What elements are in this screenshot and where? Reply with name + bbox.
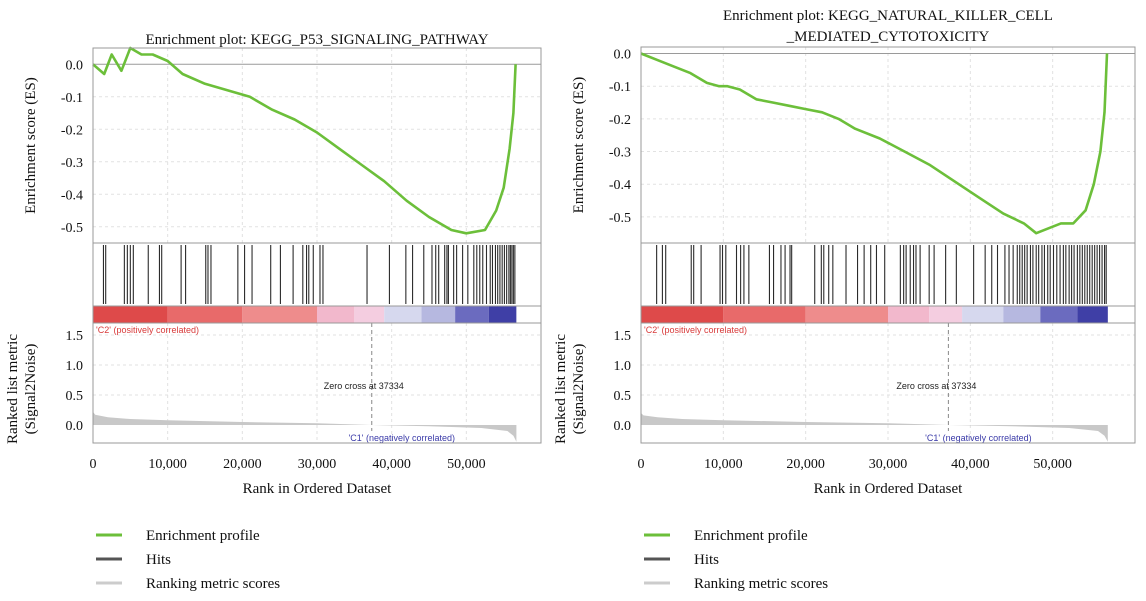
- metric-tick-label: 0.0: [614, 419, 632, 434]
- es-tick-label: -0.5: [61, 221, 83, 236]
- gradient-segment: [1040, 306, 1078, 323]
- gradient-segment: [421, 306, 456, 323]
- metric-tick-label: 1.0: [614, 359, 632, 374]
- es-tick-label: -0.4: [61, 188, 83, 203]
- chart-title-line2: _MEDIATED_CYTOTOXICITY: [786, 29, 990, 45]
- gradient-segment: [455, 306, 489, 323]
- es-tick-label: -0.2: [61, 123, 83, 138]
- gradient-segment: [317, 306, 355, 323]
- es-axis-label: Enrichment score (ES): [571, 77, 587, 214]
- x-axis-label: Rank in Ordered Dataset: [814, 481, 964, 497]
- metric-tick-label: 0.0: [66, 419, 84, 434]
- panel-frame: [92, 322, 542, 444]
- gradient-segment: [93, 306, 168, 323]
- chart-title: Enrichment plot: KEGG_NATURAL_KILLER_CEL…: [723, 8, 1053, 24]
- metric-axis-label-2: (Signal2Noise): [571, 344, 587, 435]
- ranking-metric-area: [641, 413, 1108, 442]
- es-tick-label: -0.2: [609, 113, 631, 128]
- es-tick-label: 0.0: [614, 48, 632, 63]
- gradient-segment: [723, 306, 806, 323]
- gradient-segment: [1003, 306, 1041, 323]
- x-tick-label: 40,000: [372, 457, 411, 472]
- enrichment-profile-line: [640, 52, 1109, 235]
- gradient-segment: [929, 306, 963, 323]
- metric-tick-label: 1.0: [66, 359, 84, 374]
- gradient-segment: [888, 306, 930, 323]
- es-tick-label: -0.1: [61, 91, 83, 106]
- gradient-segment: [167, 306, 243, 323]
- x-tick-label: 20,000: [786, 457, 825, 472]
- chart-panel-2: Enrichment plot: KEGG_NATURAL_KILLER_CEL…: [553, 8, 1136, 592]
- zero-cross-label: Zero cross at 37334: [896, 381, 976, 391]
- negative-correlation-label: 'C1' (negatively correlated): [349, 433, 455, 443]
- legend: Enrichment profile Hits Ranking metric sco…: [644, 528, 828, 592]
- gradient-segment: [384, 306, 422, 323]
- enrichment-profile-line: [92, 46, 517, 235]
- legend-label: Ranking metric scores: [694, 576, 828, 592]
- metric-tick-label: 0.5: [614, 389, 632, 404]
- legend: Enrichment profile Hits Ranking metric sco…: [96, 528, 280, 592]
- gradient-segment: [641, 306, 724, 323]
- chart-title: Enrichment plot: KEGG_P53_SIGNALING_PATH…: [145, 32, 488, 48]
- x-tick-label: 10,000: [704, 457, 743, 472]
- metric-tick-label: 0.5: [66, 389, 84, 404]
- positive-correlation-label: 'C2' (positively correlated): [644, 325, 747, 335]
- gradient-segment: [805, 306, 888, 323]
- es-tick-label: -0.3: [609, 146, 631, 161]
- metric-axis-label: Ranked list metric: [553, 334, 569, 444]
- x-tick-label: 50,000: [1033, 457, 1072, 472]
- gradient-segment: [488, 306, 517, 323]
- x-axis-label: Rank in Ordered Dataset: [243, 481, 393, 497]
- x-tick-label: 0: [638, 457, 645, 472]
- es-tick-label: -0.1: [609, 80, 631, 95]
- chart-panel-1: Enrichment plot: KEGG_P53_SIGNALING_PATH…: [5, 32, 542, 592]
- x-tick-label: 50,000: [447, 457, 486, 472]
- legend-label: Ranking metric scores: [146, 576, 280, 592]
- gradient-segment: [242, 306, 317, 323]
- x-tick-label: 20,000: [223, 457, 262, 472]
- legend-label: Hits: [694, 552, 719, 568]
- x-tick-label: 30,000: [298, 457, 337, 472]
- positive-correlation-label: 'C2' (positively correlated): [96, 325, 199, 335]
- zero-cross-label: Zero cross at 37334: [324, 381, 404, 391]
- panel-frame: [640, 242, 1136, 307]
- x-tick-label: 10,000: [148, 457, 187, 472]
- es-tick-label: -0.4: [609, 178, 631, 193]
- legend-label: Enrichment profile: [146, 528, 260, 544]
- x-tick-label: 40,000: [951, 457, 990, 472]
- es-tick-label: -0.3: [61, 156, 83, 171]
- es-axis-label: Enrichment score (ES): [23, 77, 39, 214]
- metric-tick-label: 1.5: [66, 329, 84, 344]
- panel-frame: [640, 322, 1136, 444]
- legend-label: Enrichment profile: [694, 528, 808, 544]
- es-tick-label: 0.0: [66, 58, 84, 73]
- metric-tick-label: 1.5: [614, 329, 632, 344]
- metric-axis-label: Ranked list metric: [5, 334, 21, 444]
- metric-axis-label-2: (Signal2Noise): [23, 344, 39, 435]
- x-tick-label: 0: [90, 457, 97, 472]
- es-tick-label: -0.5: [609, 211, 631, 226]
- gradient-segment: [354, 306, 385, 323]
- negative-correlation-label: 'C1' (negatively correlated): [925, 433, 1031, 443]
- gradient-segment: [962, 306, 1004, 323]
- legend-label: Hits: [146, 552, 171, 568]
- x-tick-label: 30,000: [869, 457, 908, 472]
- gradient-segment: [1077, 306, 1108, 323]
